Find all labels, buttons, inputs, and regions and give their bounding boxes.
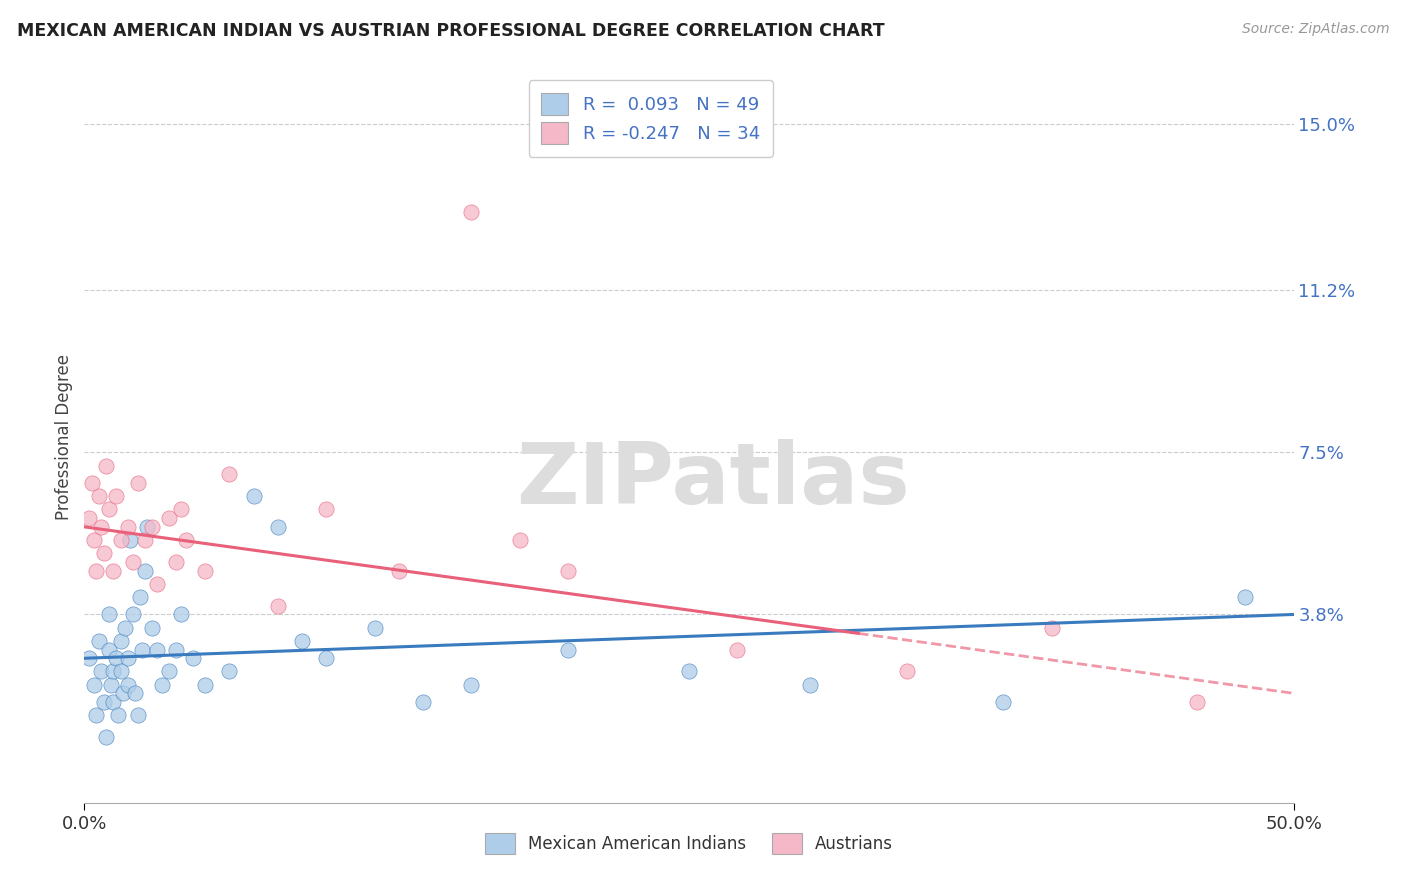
Point bbox=[104, 651, 127, 665]
Point bbox=[110, 533, 132, 547]
Point bbox=[87, 633, 110, 648]
Point bbox=[117, 677, 139, 691]
Point bbox=[121, 555, 143, 569]
Y-axis label: Professional Degree: Professional Degree bbox=[55, 354, 73, 520]
Point bbox=[103, 665, 125, 679]
Point bbox=[993, 695, 1015, 709]
Point bbox=[1185, 695, 1208, 709]
Point bbox=[725, 642, 748, 657]
Point bbox=[157, 665, 180, 679]
Text: ZIPatlas: ZIPatlas bbox=[516, 440, 910, 523]
Point bbox=[146, 642, 169, 657]
Point bbox=[218, 665, 240, 679]
Point bbox=[557, 642, 579, 657]
Point bbox=[141, 520, 163, 534]
Legend: Mexican American Indians, Austrians: Mexican American Indians, Austrians bbox=[478, 827, 900, 860]
Point bbox=[141, 621, 163, 635]
Point bbox=[107, 708, 129, 723]
Point bbox=[129, 590, 152, 604]
Point bbox=[83, 677, 105, 691]
Point bbox=[174, 533, 197, 547]
Point bbox=[134, 533, 156, 547]
Point bbox=[124, 686, 146, 700]
Point bbox=[104, 489, 127, 503]
Point bbox=[170, 607, 193, 622]
Point bbox=[509, 533, 531, 547]
Point bbox=[146, 576, 169, 591]
Point bbox=[77, 651, 100, 665]
Point bbox=[114, 621, 136, 635]
Point bbox=[127, 476, 149, 491]
Point bbox=[112, 686, 135, 700]
Point bbox=[799, 677, 821, 691]
Point bbox=[150, 677, 173, 691]
Point bbox=[86, 708, 108, 723]
Point bbox=[157, 511, 180, 525]
Point bbox=[460, 204, 482, 219]
Point bbox=[110, 633, 132, 648]
Point bbox=[242, 489, 264, 503]
Point bbox=[90, 520, 112, 534]
Point bbox=[896, 665, 918, 679]
Point bbox=[83, 533, 105, 547]
Text: Source: ZipAtlas.com: Source: ZipAtlas.com bbox=[1241, 22, 1389, 37]
Point bbox=[315, 502, 337, 516]
Point bbox=[93, 695, 115, 709]
Point bbox=[121, 607, 143, 622]
Point bbox=[194, 677, 217, 691]
Point bbox=[291, 633, 314, 648]
Point bbox=[87, 489, 110, 503]
Point bbox=[170, 502, 193, 516]
Point bbox=[117, 520, 139, 534]
Point bbox=[93, 546, 115, 560]
Point bbox=[136, 520, 159, 534]
Point bbox=[1040, 621, 1063, 635]
Point bbox=[80, 476, 103, 491]
Point bbox=[94, 730, 117, 744]
Point bbox=[86, 564, 108, 578]
Point bbox=[267, 599, 290, 613]
Point bbox=[363, 621, 385, 635]
Text: MEXICAN AMERICAN INDIAN VS AUSTRIAN PROFESSIONAL DEGREE CORRELATION CHART: MEXICAN AMERICAN INDIAN VS AUSTRIAN PROF… bbox=[17, 22, 884, 40]
Point bbox=[218, 467, 240, 482]
Point bbox=[267, 520, 290, 534]
Point bbox=[165, 555, 187, 569]
Point bbox=[131, 642, 153, 657]
Point bbox=[94, 458, 117, 473]
Point bbox=[90, 665, 112, 679]
Point bbox=[1234, 590, 1257, 604]
Point bbox=[100, 677, 122, 691]
Point bbox=[110, 665, 132, 679]
Point bbox=[134, 564, 156, 578]
Point bbox=[181, 651, 204, 665]
Point bbox=[388, 564, 411, 578]
Point bbox=[460, 677, 482, 691]
Point bbox=[412, 695, 434, 709]
Point bbox=[103, 564, 125, 578]
Point bbox=[97, 607, 120, 622]
Point bbox=[127, 708, 149, 723]
Point bbox=[678, 665, 700, 679]
Point bbox=[557, 564, 579, 578]
Point bbox=[97, 642, 120, 657]
Point bbox=[97, 502, 120, 516]
Point bbox=[103, 695, 125, 709]
Point bbox=[77, 511, 100, 525]
Point bbox=[117, 651, 139, 665]
Point bbox=[194, 564, 217, 578]
Point bbox=[315, 651, 337, 665]
Point bbox=[165, 642, 187, 657]
Point bbox=[120, 533, 142, 547]
